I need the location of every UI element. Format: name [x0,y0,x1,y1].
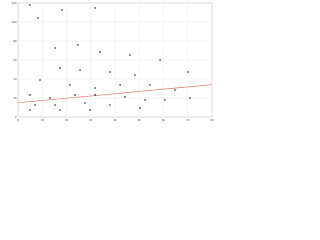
point [59,67,61,69]
point [164,99,166,101]
point [109,104,111,106]
y-tick-label: 120 [11,1,16,5]
y-tick-label: 40 [13,77,17,81]
point [39,79,41,81]
point [59,109,61,111]
point [173,89,176,91]
y-tick-label: 100 [11,20,16,24]
point [99,51,101,53]
point [189,97,191,99]
x-tick-label: 80 [210,118,214,122]
x-tick-label: 40 [113,118,117,122]
point [36,17,39,19]
point [60,9,63,11]
point [76,44,79,46]
x-tick-label: 20 [65,118,69,122]
point [159,59,162,61]
point [28,94,31,96]
point [124,96,126,98]
point [28,109,31,111]
y-tick-label: 0 [15,115,17,119]
point [79,69,81,71]
x-tick-label: 60 [162,118,166,122]
point [129,54,131,56]
point [54,47,57,49]
x-tick-label: 50 [138,118,142,122]
point [54,104,57,106]
trend-line [17,84,213,104]
x-tick-label: 0 [17,118,19,122]
point [149,84,151,86]
point [133,74,136,76]
point [94,94,97,96]
point [49,97,51,99]
x-tick-label: 70 [186,118,190,122]
y-tick-label: 20 [13,96,17,100]
point [94,87,97,89]
page: {"chart_data": {"type": "scatter", "x": … [0,0,220,124]
point [74,94,76,96]
y-tick-label: 80 [13,39,17,43]
x-tick-label: 10 [41,118,45,122]
point [34,104,36,106]
point [94,7,97,9]
point [84,102,86,104]
x-tick-label: 30 [89,118,93,122]
point [119,84,121,86]
point [68,84,71,86]
point [109,71,111,73]
y-tick-label: 60 [13,58,17,62]
point [187,71,189,73]
point [144,99,146,101]
point [28,4,31,6]
point [89,109,91,111]
point [139,107,141,109]
